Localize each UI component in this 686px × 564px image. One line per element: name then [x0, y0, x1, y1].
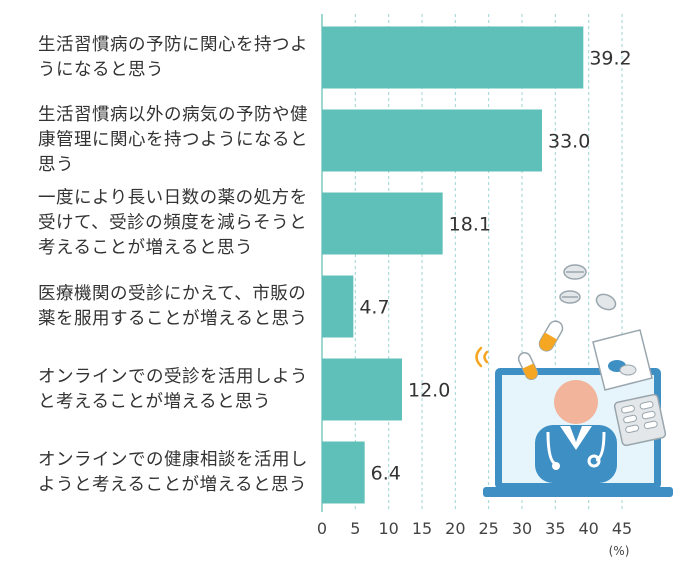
bar-value-label: 33.0 — [548, 131, 590, 153]
x-tick-label: 5 — [350, 519, 360, 538]
x-tick-label: 45 — [612, 519, 632, 538]
value-labels: 39.2 33.0 18.1 4.7 12.0 6.4 — [359, 48, 631, 485]
bar — [322, 275, 354, 338]
telemedicine-illustration — [475, 264, 673, 497]
category-label: オンラインでの受診を活用しようと考えることが増えると思う — [38, 366, 308, 412]
x-tick-label: 40 — [578, 519, 598, 538]
bar-value-label: 4.7 — [359, 297, 389, 319]
x-tick-label: 35 — [545, 519, 565, 538]
bar-value-label: 18.1 — [449, 214, 491, 236]
bar-value-label: 6.4 — [371, 463, 401, 485]
category-label: 生活習慣病以外の病気の予防や健康管理に関心を持つようになると思う — [38, 105, 308, 175]
x-tick-label: 15 — [412, 519, 432, 538]
category-label: 生活習慣病の予防に関心を持つようになると思う — [38, 34, 308, 80]
x-tick-label: 25 — [478, 519, 498, 538]
doctor-icon — [535, 380, 617, 483]
x-axis-unit: (%) — [609, 544, 630, 558]
pill-icon — [559, 264, 617, 311]
laptop-base-icon — [483, 487, 673, 497]
x-axis-ticks: 0 5 10 15 20 25 30 35 40 45 — [317, 519, 632, 538]
x-tick-label: 0 — [317, 519, 327, 538]
bar — [322, 441, 365, 504]
bar-value-label: 39.2 — [589, 48, 631, 70]
bar — [322, 192, 443, 255]
capsule-icon — [517, 320, 564, 381]
bars — [322, 26, 584, 504]
x-tick-label: 20 — [445, 519, 465, 538]
x-tick-label: 30 — [512, 519, 532, 538]
bar-value-label: 12.0 — [408, 380, 450, 402]
category-label: 一度により長い日数の薬の処方を受けて、受診の頻度を減らそうと考えることが増えると… — [38, 188, 308, 258]
bar — [322, 26, 584, 89]
category-label: オンラインでの健康相談を活用しようと考えることが増えると思う — [38, 449, 308, 495]
x-tick-label: 10 — [378, 519, 398, 538]
blister-pack-icon — [613, 393, 667, 447]
bar — [322, 358, 402, 421]
category-label: 医療機関の受診にかえて、市販の薬を服用することが増えると思う — [38, 283, 308, 329]
medicine-packet-icon — [592, 329, 653, 391]
wifi-signal-icon — [475, 346, 489, 368]
bar — [322, 109, 542, 172]
